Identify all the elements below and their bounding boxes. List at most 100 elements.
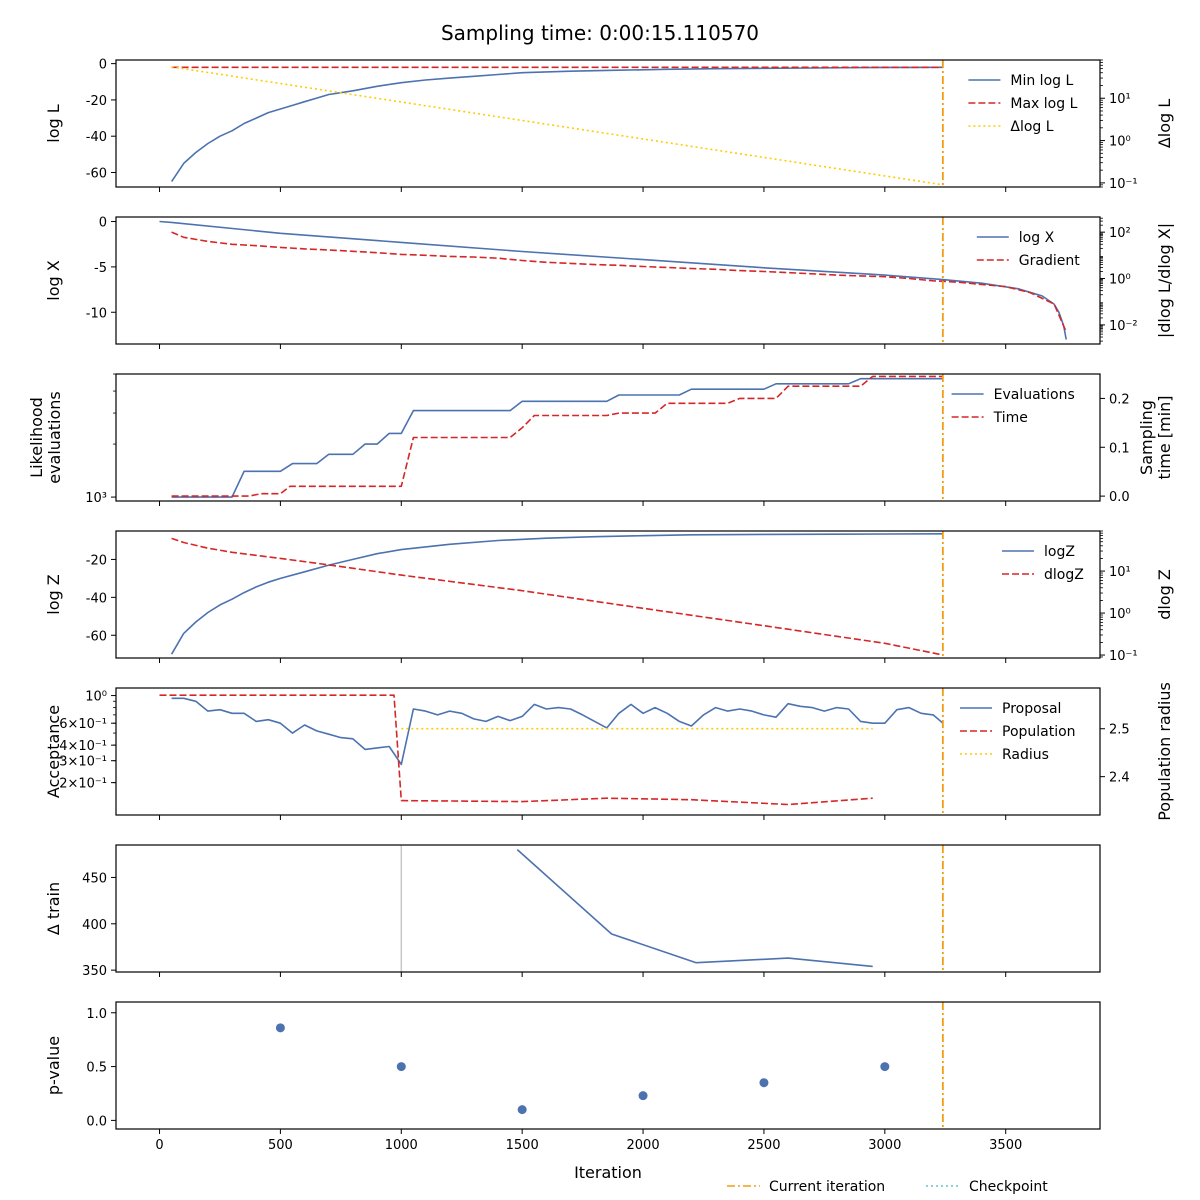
- y-axis-label-logx: log X: [44, 260, 63, 300]
- series-line-evals-1: [171, 375, 943, 497]
- panel-logz: -20 -40 -60 10¹ 10⁰ 10⁻¹ log Z dlog Z logZ dlogZ: [44, 530, 1174, 664]
- right-tick-label-logl-1: 10⁰: [1109, 135, 1131, 150]
- x-tick-label-2500: 2500: [747, 1138, 780, 1153]
- legend-label-evals-0: Evaluations: [994, 387, 1075, 403]
- right-tick-label-logz-0: 10¹: [1109, 565, 1131, 580]
- legend-label-logx-1: Gradient: [1019, 253, 1080, 269]
- right-tick-label-logx-2: 10⁻²: [1109, 319, 1138, 334]
- axes-frame-logl: [115, 59, 1101, 188]
- data-point-pvalue-1: [396, 1062, 406, 1072]
- y-tick-label-logz-2: -60: [86, 629, 107, 644]
- panel-train: 450 400 350 Δ train: [44, 844, 1101, 979]
- panel-acceptance: 10⁰ 6×10⁻¹ 4×10⁻¹3×10⁻¹ 2×10⁻¹ 2.5 2.4 Accepta…: [44, 682, 1174, 821]
- legend-label-logz-0: logZ: [1044, 544, 1075, 560]
- data-point-pvalue-0: [275, 1023, 285, 1033]
- y-axis-label-acceptance: Acceptance: [44, 705, 63, 798]
- x-tick-label-1000: 1000: [385, 1138, 418, 1153]
- y-tick-label-logx-0: 0: [99, 216, 107, 231]
- y-tick-label-logx-1: -5: [94, 261, 107, 276]
- right-axis-label-line: time [min]: [1155, 396, 1174, 480]
- legend-label-acceptance-2: Radius: [1002, 747, 1049, 763]
- right-axis-label-evals: Samplingtime [min]: [1137, 396, 1174, 480]
- legend-label-logl-0: Min log L: [1010, 73, 1073, 89]
- legend-label-checkpoint: Checkpoint: [969, 1179, 1048, 1195]
- right-tick-label-logz-2: 10⁻¹: [1109, 649, 1138, 664]
- right-axis-label-logz: dlog Z: [1155, 569, 1174, 620]
- right-tick-label-logz-1: 10⁰: [1109, 607, 1131, 622]
- data-point-pvalue-3: [638, 1091, 648, 1101]
- right-tick-label-evals-0: 0.0: [1109, 490, 1130, 505]
- right-tick-label-acceptance-1: 2.4: [1109, 771, 1130, 786]
- series-line-acceptance-0: [171, 697, 944, 766]
- y-tick-label-logl-0: 0: [99, 58, 107, 73]
- x-tick-label-2000: 2000: [627, 1138, 660, 1153]
- x-tick-label-3500: 3500: [989, 1138, 1022, 1153]
- plot-area-logz: [170, 531, 944, 658]
- plot-area-evals: [171, 374, 944, 501]
- y-tick-label-logl-3: -60: [86, 166, 107, 181]
- legend-label-logl-2: Δlog L: [1010, 119, 1053, 135]
- right-tick-label-evals-2: 0.2: [1109, 392, 1130, 407]
- right-tick-label-logl-2: 10⁻¹: [1109, 177, 1138, 192]
- figure-title: Sampling time: 0:00:15.110570: [441, 21, 759, 45]
- y-tick-label-train-0: 450: [82, 871, 107, 886]
- panel-pvalue: 0 500 1000 1500 2000 2500 3000 3500 1.0 0.5 0.0 p-v…: [44, 1001, 1101, 1153]
- legend-label-acceptance-0: Proposal: [1002, 701, 1061, 717]
- plot-area-pvalue: [275, 1002, 944, 1129]
- series-line-logl-2: [171, 66, 944, 186]
- y-axis-label-train: Δ train: [44, 882, 63, 935]
- legend-label-acceptance-1: Population: [1002, 724, 1076, 740]
- y-axis-label-logl: log L: [44, 104, 63, 142]
- x-tick-label-0: 0: [155, 1138, 163, 1153]
- right-tick-label-logl-0: 10¹: [1109, 92, 1131, 107]
- axes-frame-pvalue: [115, 1001, 1101, 1130]
- right-tick-label-logx-1: 10⁰: [1109, 273, 1131, 288]
- right-axis-label-logl: Δlog L: [1155, 99, 1174, 148]
- series-line-acceptance-1: [159, 694, 873, 806]
- right-axis-label-line: Sampling: [1137, 400, 1156, 475]
- y-axis-label-line: Likelihood: [27, 397, 46, 478]
- legend-label-current-iteration: Current iteration: [769, 1179, 885, 1195]
- right-axis-label-logx: |dlog L/dlog X|: [1155, 223, 1174, 338]
- y-tick-label-pvalue-1: 0.5: [86, 1061, 107, 1076]
- plot-area-logx: [159, 217, 1067, 344]
- y-tick-label-train-1: 400: [82, 918, 107, 933]
- y-tick-label-logz-1: -40: [86, 591, 107, 606]
- subplot-panels: 0 -20 -40 -60 10¹ 10⁰ 10⁻¹ log L Δlog L Min log L…: [27, 58, 1174, 1153]
- data-point-pvalue-4: [759, 1078, 769, 1088]
- y-axis-label-logz: log Z: [44, 574, 63, 614]
- y-tick-label-logl-1: -20: [86, 94, 107, 109]
- y-tick-label-acceptance-0: 10⁰: [85, 690, 107, 705]
- series-line-logl-0: [170, 66, 943, 183]
- figure-legend: Current iteration Checkpoint: [727, 1179, 1048, 1195]
- y-tick-label-acceptance-3: 3×10⁻¹: [59, 755, 107, 770]
- y-tick-label-logx-2: -10: [86, 306, 107, 321]
- axes-frame-train: [115, 844, 1101, 973]
- x-tick-label-1500: 1500: [506, 1138, 539, 1153]
- right-tick-label-evals-1: 0.1: [1109, 441, 1130, 456]
- series-line-evals-0: [171, 377, 943, 498]
- y-tick-label-evals-0: 10³: [85, 491, 107, 506]
- series-line-logz-1: [171, 537, 944, 656]
- series-line-train-0: [516, 849, 873, 968]
- axes-frame-evals: [115, 373, 1101, 502]
- series-line-logx-1: [171, 231, 1067, 333]
- y-tick-label-acceptance-1: 6×10⁻¹: [59, 717, 107, 732]
- panel-evals: 10³ 0.0 0.1 0.2 Likelihoodevaluations Samplin…: [27, 373, 1174, 506]
- y-axis-label-pvalue: p-value: [44, 1036, 63, 1095]
- y-axis-label-evals: Likelihoodevaluations: [27, 391, 64, 484]
- y-tick-label-acceptance-4: 2×10⁻¹: [59, 777, 107, 792]
- panel-logl: 0 -20 -40 -60 10¹ 10⁰ 10⁻¹ log L Δlog L Min log L…: [44, 58, 1174, 192]
- series-line-logz-0: [170, 532, 943, 655]
- y-tick-label-logl-2: -40: [86, 130, 107, 145]
- panel-logx: 0 -5 -10 10² 10⁰ 10⁻² log X |dlog L/dlog X| log …: [44, 216, 1174, 349]
- axes-frame-acceptance: [115, 687, 1101, 816]
- data-point-pvalue-5: [880, 1062, 890, 1072]
- x-tick-label-3000: 3000: [868, 1138, 901, 1153]
- legend-label-logl-1: Max log L: [1010, 96, 1077, 112]
- y-tick-label-pvalue-0: 1.0: [86, 1007, 107, 1022]
- right-tick-label-acceptance-0: 2.5: [1109, 723, 1130, 738]
- y-axis-label-line: evaluations: [45, 391, 64, 484]
- data-point-pvalue-2: [517, 1105, 527, 1115]
